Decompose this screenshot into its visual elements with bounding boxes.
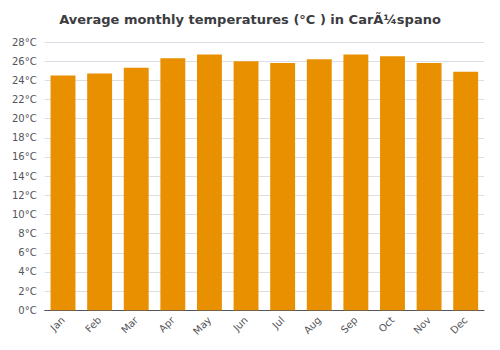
svg-text:Apr: Apr bbox=[157, 314, 178, 335]
svg-text:Jun: Jun bbox=[230, 314, 250, 334]
svg-text:Feb: Feb bbox=[83, 314, 103, 334]
svg-text:8°C: 8°C bbox=[18, 228, 36, 239]
svg-text:Oct: Oct bbox=[376, 314, 396, 334]
svg-text:May: May bbox=[191, 314, 213, 336]
svg-text:26°C: 26°C bbox=[12, 56, 37, 67]
svg-text:Nov: Nov bbox=[411, 314, 433, 336]
svg-text:Jan: Jan bbox=[48, 314, 67, 333]
svg-text:Dec: Dec bbox=[448, 314, 469, 335]
svg-text:18°C: 18°C bbox=[12, 132, 37, 143]
svg-text:10°C: 10°C bbox=[12, 209, 37, 220]
svg-text:Sep: Sep bbox=[339, 314, 360, 335]
svg-text:4°C: 4°C bbox=[18, 266, 36, 277]
svg-text:24°C: 24°C bbox=[12, 75, 37, 86]
svg-text:20°C: 20°C bbox=[12, 113, 37, 124]
svg-text:6°C: 6°C bbox=[18, 247, 36, 258]
svg-text:Aug: Aug bbox=[302, 314, 324, 336]
svg-text:28°C: 28°C bbox=[12, 37, 37, 48]
svg-text:2°C: 2°C bbox=[18, 286, 36, 297]
svg-text:Mar: Mar bbox=[119, 314, 141, 336]
svg-text:22°C: 22°C bbox=[12, 94, 37, 105]
svg-text:14°C: 14°C bbox=[12, 171, 37, 182]
svg-text:12°C: 12°C bbox=[12, 190, 37, 201]
svg-text:0°C: 0°C bbox=[18, 305, 36, 316]
svg-text:16°C: 16°C bbox=[12, 151, 37, 162]
svg-text:Average monthly temperatures (: Average monthly temperatures (°C ) in Ca… bbox=[59, 12, 441, 27]
svg-text:Jul: Jul bbox=[270, 314, 287, 331]
